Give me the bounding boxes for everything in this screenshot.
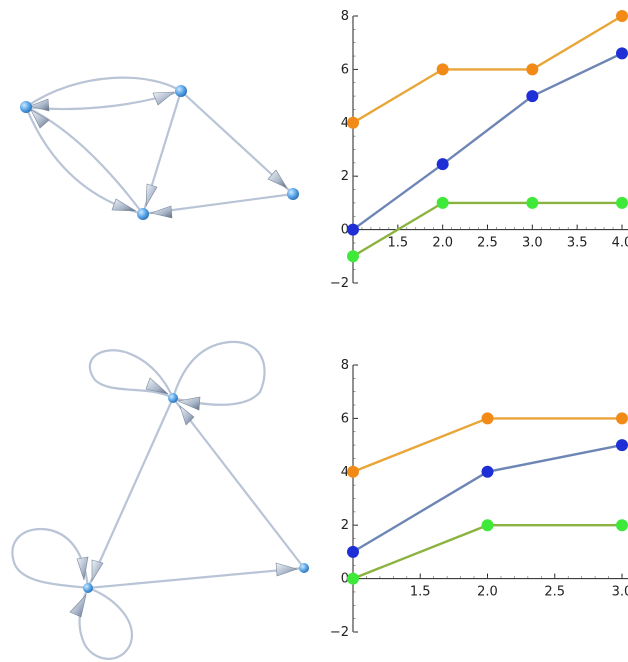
data-point-green bbox=[616, 196, 628, 209]
data-point-green bbox=[347, 250, 359, 263]
data-point-orange bbox=[616, 10, 628, 22]
data-point-orange bbox=[526, 63, 539, 76]
data-point-blue bbox=[526, 90, 539, 103]
series-line-orange bbox=[352, 14, 623, 124]
y-tick-label: 4 bbox=[341, 116, 349, 131]
graph-node bbox=[83, 583, 93, 593]
graph-node bbox=[299, 563, 309, 573]
series-line-blue bbox=[352, 52, 623, 231]
data-point-blue bbox=[616, 47, 628, 60]
arrowhead-icon bbox=[176, 396, 201, 411]
series-line-green bbox=[352, 201, 622, 258]
data-point-orange bbox=[347, 116, 359, 129]
data-point-blue bbox=[616, 439, 628, 452]
data-point-orange bbox=[481, 412, 494, 425]
data-point-orange bbox=[616, 412, 628, 425]
arrowhead-icon bbox=[76, 556, 89, 581]
arrowhead-icon bbox=[145, 377, 169, 395]
data-point-green bbox=[436, 196, 449, 209]
graph-edge bbox=[25, 106, 144, 215]
series-line-blue bbox=[352, 443, 623, 553]
graph-edge bbox=[172, 397, 305, 569]
graph-node bbox=[168, 393, 178, 403]
graph-edge bbox=[25, 76, 182, 108]
arrowhead-icon bbox=[149, 205, 173, 219]
x-tick-label: 4.0 bbox=[612, 236, 628, 251]
x-tick-label: 3.0 bbox=[522, 236, 543, 251]
y-tick-label: 6 bbox=[341, 62, 349, 77]
series-line-green bbox=[352, 524, 622, 580]
x-tick-label: 3.0 bbox=[612, 585, 628, 600]
graph-edge bbox=[87, 566, 305, 590]
data-point-blue bbox=[481, 465, 494, 478]
line-chart-bottom: −2 0 2 4 6 8 1.5 2.0 2.5 3.0 bbox=[330, 358, 628, 640]
arrowhead-icon bbox=[267, 169, 288, 189]
y-tick-label: 0 bbox=[341, 572, 349, 587]
graph-node bbox=[20, 101, 32, 113]
y-tick-label: 2 bbox=[341, 169, 349, 184]
arrowhead-icon bbox=[111, 198, 137, 212]
arrowhead-icon bbox=[179, 405, 195, 426]
x-tick-label: 2.0 bbox=[432, 236, 453, 251]
graph-node bbox=[175, 85, 187, 97]
x-tick-label: 2.0 bbox=[477, 585, 498, 600]
y-tick-label: 8 bbox=[341, 358, 349, 373]
data-point-blue bbox=[347, 545, 359, 558]
graph-edge bbox=[11, 527, 90, 590]
data-point-blue bbox=[436, 158, 449, 171]
data-point-green bbox=[347, 572, 359, 585]
arrowhead-icon bbox=[91, 559, 104, 583]
series-line-orange bbox=[352, 417, 622, 473]
y-tick-label: 2 bbox=[341, 518, 349, 533]
arrowhead-icon bbox=[152, 91, 175, 106]
y-tick-label: 8 bbox=[341, 9, 349, 24]
arrowhead-icon bbox=[69, 593, 87, 618]
line-chart-top: −2 0 2 4 6 8 1.5 2.0 2.5 3.0 3.5 4.0 bbox=[330, 9, 628, 291]
x-tick-label: 2.5 bbox=[477, 236, 498, 251]
arrowhead-icon bbox=[29, 98, 50, 112]
y-tick-label: 6 bbox=[341, 411, 349, 426]
graph-edge bbox=[88, 349, 175, 399]
x-tick-label: 2.5 bbox=[544, 585, 565, 600]
y-tick-label: 4 bbox=[341, 465, 349, 480]
arrowhead-icon bbox=[275, 562, 298, 577]
directed-graph-1 bbox=[20, 76, 299, 220]
arrowhead-icon bbox=[30, 109, 50, 129]
x-tick-label: 1.5 bbox=[387, 236, 408, 251]
y-tick-label: 0 bbox=[341, 223, 349, 238]
data-point-orange bbox=[436, 63, 449, 76]
directed-graph-2 bbox=[11, 340, 309, 660]
y-tick-label: −2 bbox=[330, 625, 349, 640]
data-point-orange bbox=[347, 465, 359, 478]
data-point-green bbox=[481, 519, 494, 532]
graph-edge bbox=[86, 397, 175, 589]
data-point-green bbox=[526, 196, 539, 209]
arrowhead-icon bbox=[145, 183, 158, 207]
graph-edge bbox=[78, 586, 133, 660]
graph-edge bbox=[171, 340, 266, 406]
x-tick-label: 1.5 bbox=[410, 585, 431, 600]
data-point-green bbox=[616, 519, 628, 532]
x-tick-label: 3.5 bbox=[567, 236, 588, 251]
graph-node bbox=[287, 188, 299, 200]
graph-node bbox=[137, 208, 149, 220]
y-tick-label: −2 bbox=[330, 276, 349, 291]
data-point-blue bbox=[347, 223, 359, 236]
